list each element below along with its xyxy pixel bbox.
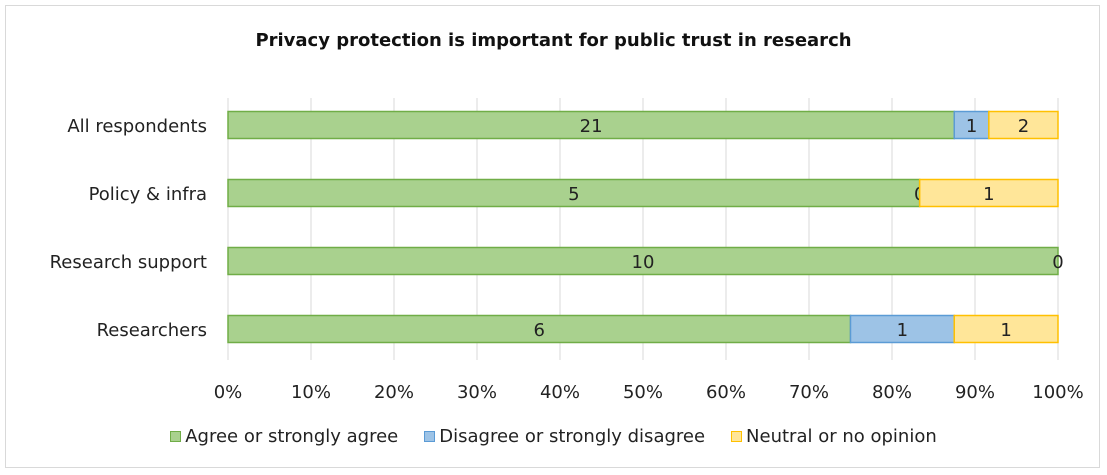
x-tick-label: 70% (789, 382, 829, 403)
legend-item-neutral: Neutral or no opinion (731, 426, 937, 447)
x-tick-label: 20% (374, 382, 414, 403)
legend-label-neutral: Neutral or no opinion (746, 426, 937, 447)
data-label-researchers-agree-or-strongly-agree: 6 (534, 320, 545, 341)
legend-item-disagree: Disagree or strongly disagree (424, 426, 705, 447)
bar-all-respondents-agree-or-strongly-agree (227, 110, 955, 140)
data-label-researchers-disagree-or-strongly-disagree: 1 (897, 320, 908, 341)
category-label-policy-infra: Policy & infra (89, 184, 207, 205)
data-label-all-respondents-disagree-or-strongly-disagree: 1 (966, 116, 977, 137)
category-label-researchers: Researchers (97, 320, 207, 341)
x-tick-label: 90% (955, 382, 995, 403)
category-label-research-support: Research support (50, 252, 207, 273)
data-label-policy-infra-agree-or-strongly-agree: 5 (568, 184, 579, 205)
data-label-research-support-neutral-or-no-opinion: 0 (1052, 252, 1063, 273)
data-label-policy-infra-neutral-or-no-opinion: 1 (983, 184, 994, 205)
x-tick-label: 60% (706, 382, 746, 403)
legend: Agree or strongly agree Disagree or stro… (0, 426, 1107, 447)
bar-chart: 0% 10% 20% 30% 40% 50% 60% 70% 80% 90% 100% All res… (50, 98, 1084, 403)
bar-policy-infra-neutral-or-no-opinion (918, 178, 1059, 208)
x-tick-label: 40% (540, 382, 580, 403)
data-label-all-respondents-agree-or-strongly-agree: 21 (580, 116, 603, 137)
x-tick-label: 0% (214, 382, 243, 403)
x-tick-label: 10% (291, 382, 331, 403)
legend-label-agree: Agree or strongly agree (185, 426, 399, 447)
legend-swatch-agree (170, 431, 182, 442)
legend-swatch-neutral (731, 431, 743, 442)
x-tick-label: 100% (1032, 382, 1083, 403)
bar-research-support-agree-or-strongly-agree (227, 246, 1059, 276)
bar-researchers-neutral-or-no-opinion (953, 314, 1059, 344)
category-label-all-respondents: All respondents (67, 116, 207, 137)
chart-title: Privacy protection is important for publ… (255, 30, 852, 51)
x-tick-label: 50% (623, 382, 663, 403)
legend-label-disagree: Disagree or strongly disagree (439, 426, 706, 447)
data-label-research-support-agree-or-strongly-agree: 10 (632, 252, 655, 273)
x-tick-label: 30% (457, 382, 497, 403)
data-label-researchers-neutral-or-no-opinion: 1 (1000, 320, 1011, 341)
legend-swatch-disagree (424, 431, 436, 442)
bar-all-respondents-neutral-or-no-opinion (988, 110, 1059, 140)
bar-researchers-disagree-or-strongly-disagree (849, 314, 955, 344)
legend-item-agree: Agree or strongly agree (170, 426, 398, 447)
data-label-all-respondents-neutral-or-no-opinion: 2 (1018, 116, 1029, 137)
x-tick-label: 80% (872, 382, 912, 403)
chart-frame (5, 5, 1100, 468)
